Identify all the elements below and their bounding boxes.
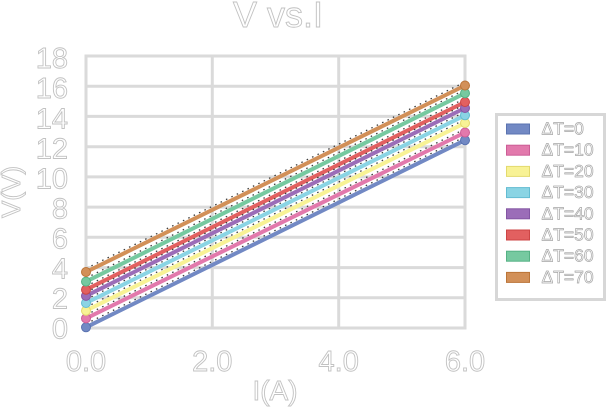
svg-text:I(A): I(A) xyxy=(252,375,297,406)
svg-text:ΔT=40: ΔT=40 xyxy=(542,203,594,223)
svg-text:0: 0 xyxy=(52,314,68,346)
svg-text:4: 4 xyxy=(52,253,68,285)
svg-text:ΔT=0: ΔT=0 xyxy=(542,119,585,139)
svg-text:ΔT=30: ΔT=30 xyxy=(542,182,594,202)
svg-text:6: 6 xyxy=(52,223,68,255)
svg-text:V(V): V(V) xyxy=(0,166,26,218)
svg-text:10: 10 xyxy=(36,163,68,195)
svg-text:ΔT=70: ΔT=70 xyxy=(542,267,594,287)
svg-text:16: 16 xyxy=(36,73,68,105)
svg-text:V vs.I: V vs.I xyxy=(233,0,323,35)
svg-text:ΔT=10: ΔT=10 xyxy=(542,140,594,160)
svg-text:0.0: 0.0 xyxy=(66,346,106,378)
svg-text:ΔT=20: ΔT=20 xyxy=(542,161,594,181)
svg-text:6.0: 6.0 xyxy=(445,346,485,378)
svg-text:18: 18 xyxy=(36,43,68,75)
svg-text:ΔT=60: ΔT=60 xyxy=(542,246,594,266)
svg-text:2.0: 2.0 xyxy=(192,346,232,378)
svg-text:8: 8 xyxy=(52,193,68,225)
svg-text:4.0: 4.0 xyxy=(319,346,359,378)
svg-text:14: 14 xyxy=(36,103,68,135)
svg-text:ΔT=50: ΔT=50 xyxy=(542,225,594,245)
svg-text:12: 12 xyxy=(36,133,68,165)
svg-text:2: 2 xyxy=(52,284,68,316)
